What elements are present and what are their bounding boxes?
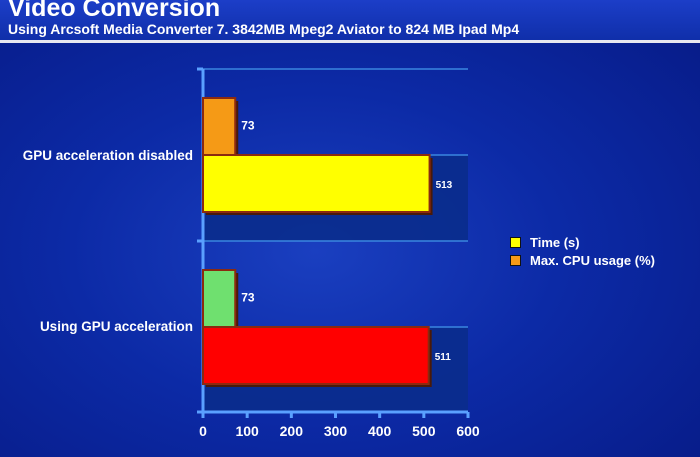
labels: 0 100 200 300 400 500 600 GPU acceleration disa… [23,119,480,439]
data-label-time-s-gpu-acceleration-disabled: 513 [436,180,453,191]
category-label-gpu-acceleration-disabled: GPU acceleration disabled [23,148,193,163]
bar-max-cpu-usage-gpu-acceleration-disabled [202,97,237,156]
x-tick-label: 500 [412,423,436,439]
x-tick-label: 600 [456,423,480,439]
chart-subtitle: Using Arcsoft Media Converter 7. 3842MB … [8,21,520,37]
legend-label-time: Time (s) [530,234,580,250]
bar-time-s-using-gpu-acceleration [202,326,430,385]
data-label-time-s-using-gpu-acceleration: 511 [435,352,452,363]
x-tick-label: 300 [324,423,348,439]
x-tick-label: 100 [235,423,259,439]
legend-swatch-cpu [510,254,521,266]
chart-title: Video Conversion [8,0,221,22]
x-tick-label: 0 [199,423,207,439]
legend-swatch-time [510,236,521,248]
header-bar: Video Conversion Using Arcsoft Media Con… [0,0,700,42]
bars [202,97,433,387]
category-label-using-gpu-acceleration: Using GPU acceleration [40,319,193,334]
data-label-max-cpu-usage-using-gpu-acceleration: 73 [241,291,255,305]
legend-item-time: Time (s) [510,233,655,251]
header-divider [0,40,700,43]
x-tick-label: 400 [368,423,392,439]
bar-max-cpu-usage-using-gpu-acceleration [202,269,237,328]
legend-item-cpu: Max. CPU usage (%) [510,251,655,269]
x-tick-label: 200 [280,423,304,439]
bar-time-s-gpu-acceleration-disabled [202,154,431,213]
data-label-max-cpu-usage-gpu-acceleration-disabled: 73 [241,119,255,133]
legend: Time (s) Max. CPU usage (%) [510,233,655,269]
legend-label-cpu: Max. CPU usage (%) [530,252,655,268]
